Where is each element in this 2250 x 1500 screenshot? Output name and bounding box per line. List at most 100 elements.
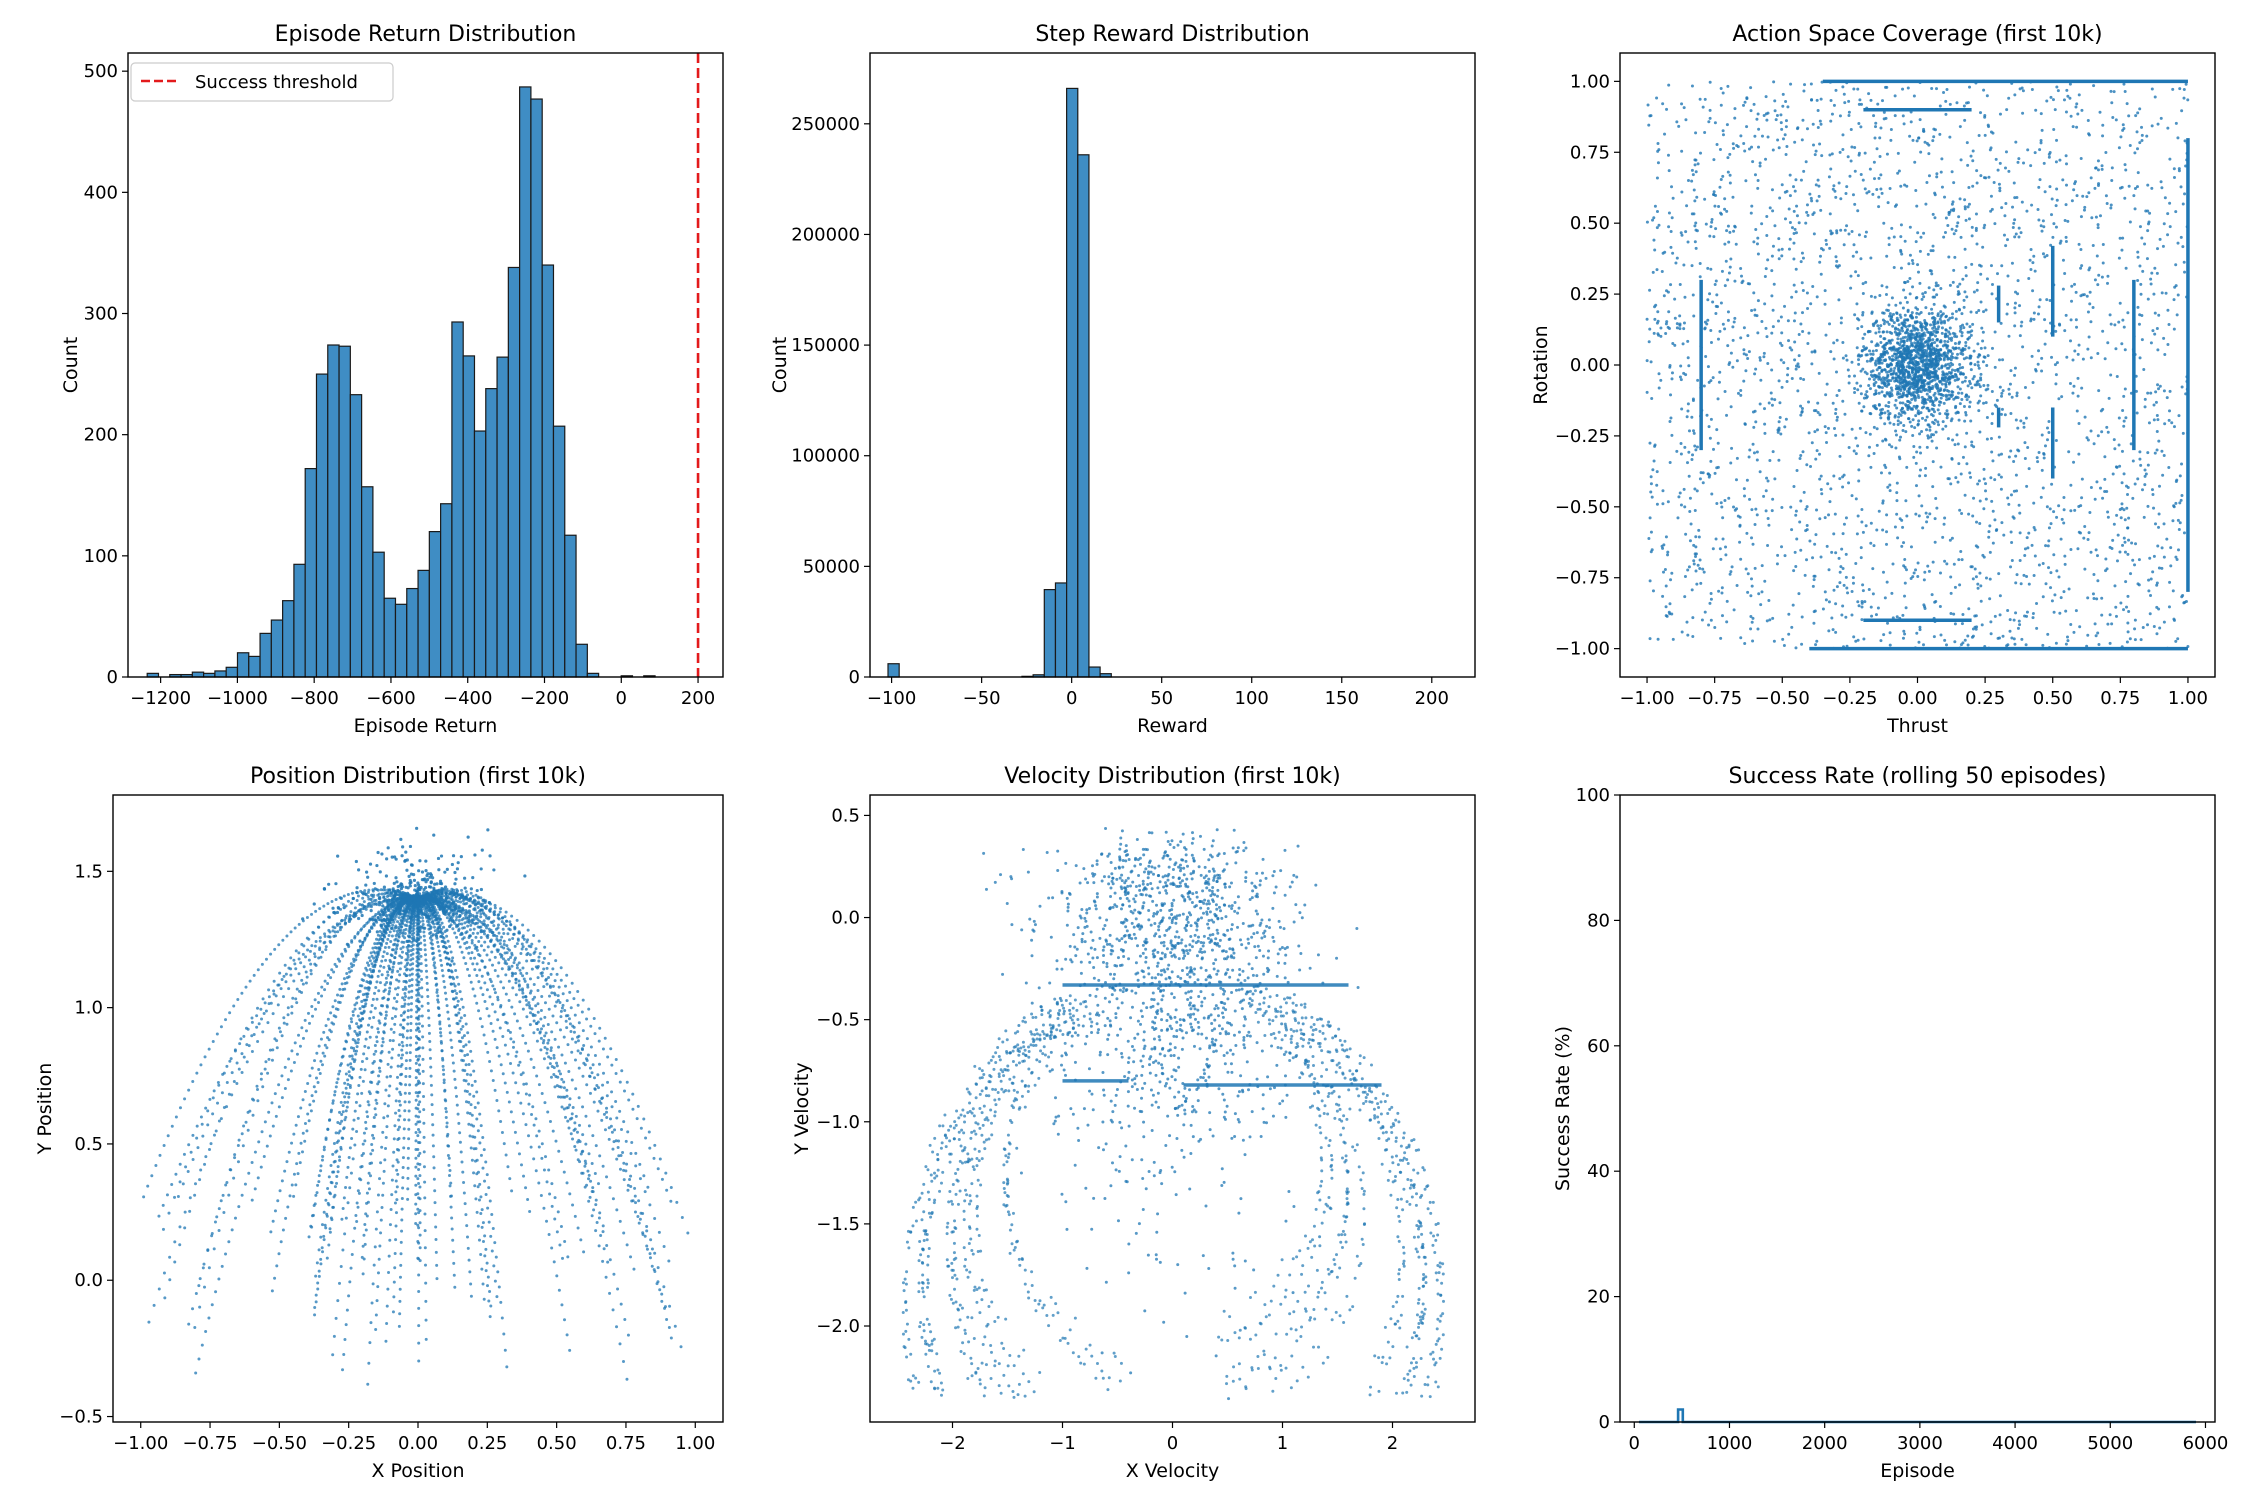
position-point	[550, 1204, 554, 1208]
scatter-point	[1890, 331, 1894, 335]
scatter-point	[1840, 547, 1844, 551]
scatter-point	[1901, 380, 1905, 384]
scatter-point	[1843, 412, 1847, 416]
scatter-point	[1859, 172, 1863, 176]
position-point	[195, 1071, 199, 1075]
scatter-point	[1653, 317, 1657, 321]
scatter-point	[1758, 164, 1762, 168]
scatter-point	[2168, 157, 2172, 161]
scatter-point	[1916, 375, 1920, 379]
scatter-point	[1840, 613, 1844, 617]
position-point	[204, 1155, 208, 1159]
scatter-point	[1915, 139, 1919, 143]
scatter-point	[1783, 304, 1787, 308]
scatter-point	[1906, 309, 1910, 313]
scatter-point	[2183, 139, 2187, 143]
scatter-point	[2020, 320, 2024, 324]
position-point	[396, 1064, 400, 1068]
position-point	[410, 995, 414, 999]
scatter-point	[2014, 581, 2018, 585]
scatter-point	[1664, 331, 1668, 335]
scatter-point	[1756, 627, 1760, 631]
scatter-point	[1917, 494, 1921, 498]
scatter-point	[1991, 541, 1995, 545]
scatter-point	[2106, 281, 2110, 285]
scatter-point	[1894, 379, 1898, 383]
scatter-point	[1971, 149, 1975, 153]
scatter-point	[1667, 211, 1671, 215]
scatter-point	[1920, 328, 1924, 332]
scatter-point	[1994, 157, 1998, 161]
scatter-point	[1981, 330, 1985, 334]
scatter-point	[1899, 408, 1903, 412]
scatter-point	[1919, 235, 1923, 239]
scatter-point	[1683, 595, 1687, 599]
scatter-point	[1693, 444, 1697, 448]
scatter-point	[2182, 96, 2186, 100]
scatter-point	[1966, 163, 1970, 167]
scatter-point	[1842, 473, 1846, 477]
scatter-point	[2138, 356, 2142, 360]
scatter-point	[1785, 379, 1789, 383]
scatter-point	[1684, 230, 1688, 234]
scatter-point	[1995, 528, 1999, 532]
position-point	[289, 930, 293, 934]
position-point	[468, 1111, 472, 1115]
scatter-point	[1719, 636, 1723, 640]
scatter-point	[1873, 177, 1877, 181]
scatter-point	[2140, 338, 2144, 342]
scatter-point	[1954, 356, 1958, 360]
scatter-point	[1888, 312, 1892, 316]
scatter-point	[1841, 532, 1845, 536]
scatter-point	[1941, 427, 1945, 431]
scatter-point	[2111, 538, 2115, 542]
scatter-point	[1765, 476, 1769, 480]
scatter-point	[2063, 562, 2067, 566]
scatter-point	[1898, 352, 1902, 356]
scatter-point	[2037, 563, 2041, 567]
scatter-point	[1899, 266, 1903, 270]
scatter-point	[1913, 384, 1917, 388]
scatter-point	[1786, 105, 1790, 109]
scatter-point	[1951, 438, 1955, 442]
scatter-point	[1919, 375, 1923, 379]
scatter-point	[1743, 494, 1747, 498]
scatter-point	[1886, 621, 1890, 625]
scatter-point	[2152, 418, 2156, 422]
scatter-point	[2082, 536, 2086, 540]
scatter-point	[2033, 269, 2037, 273]
scatter-point	[1715, 428, 1719, 432]
scatter-point	[1732, 146, 1736, 150]
histogram-bar	[338, 345, 351, 678]
scatter-point	[2043, 318, 2047, 322]
scatter-point	[2050, 197, 2054, 201]
scatter-point	[1730, 446, 1734, 450]
scatter-point	[1967, 186, 1971, 190]
scatter-point	[1661, 102, 1665, 106]
scatter-point	[1716, 397, 1720, 401]
scatter-point	[1704, 222, 1708, 226]
scatter-point	[1977, 366, 1981, 370]
scatter-point	[2068, 381, 2072, 385]
scatter-point	[1929, 396, 1933, 400]
y-tick-label: 200000	[791, 224, 860, 245]
scatter-point	[1977, 353, 1981, 357]
position-point	[310, 912, 314, 916]
scatter-point	[2017, 226, 2021, 230]
histogram-bar	[1088, 666, 1101, 678]
histogram-bar	[496, 356, 509, 678]
scatter-point	[1909, 545, 1913, 549]
scatter-point	[1915, 332, 1919, 336]
scatter-point	[2048, 299, 2052, 303]
scatter-point	[1852, 635, 1856, 639]
scatter-point	[1818, 260, 1822, 264]
scatter-point	[1963, 247, 1967, 251]
scatter-point	[1995, 398, 1999, 402]
scatter-point	[2042, 161, 2046, 165]
scatter-point	[1897, 367, 1901, 371]
scatter-point	[1932, 635, 1936, 639]
position-point	[314, 909, 318, 913]
scatter-point	[2101, 243, 2105, 247]
scatter-point	[1825, 544, 1829, 548]
scatter-point	[1652, 331, 1656, 335]
